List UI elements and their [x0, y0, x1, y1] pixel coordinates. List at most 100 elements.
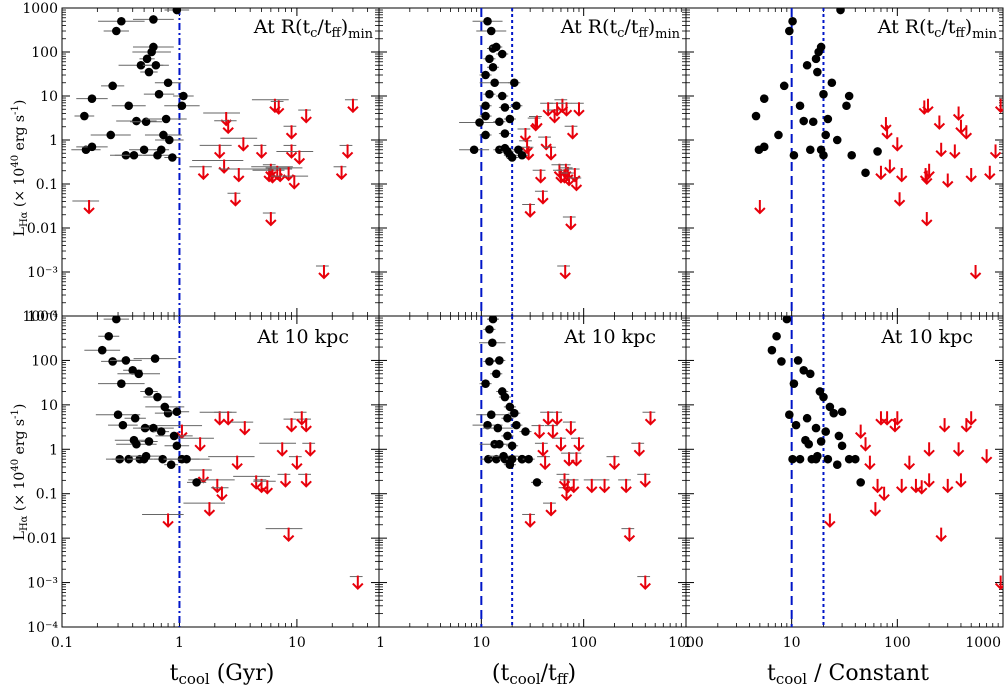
arrow-head: [903, 462, 916, 471]
arrow-head: [213, 151, 226, 159]
panel-annotation: At 10 kpc: [256, 326, 349, 348]
arrow-head: [573, 444, 585, 452]
upper-limit-arrow: [994, 575, 1003, 590]
arrow-head: [955, 127, 967, 135]
upper-limit-arrow: [864, 455, 876, 471]
detection-point: [108, 81, 117, 91]
detection-point: [789, 379, 799, 388]
arrow-head: [222, 418, 234, 426]
arrow-head: [875, 173, 887, 181]
detection-point: [837, 441, 847, 451]
detection-point: [481, 101, 490, 111]
detection-point: [844, 91, 854, 101]
detection-point: [811, 54, 821, 64]
detection-point: [485, 325, 494, 334]
arrow-head: [548, 116, 561, 124]
arrow-head: [923, 171, 935, 179]
upper-limit-arrow: [608, 455, 621, 471]
detection-point: [816, 437, 826, 446]
detection-point: [141, 451, 151, 461]
detection-point: [510, 78, 519, 88]
arrow-head: [864, 462, 876, 471]
upper-limit-arrow: [984, 165, 996, 181]
upper-limit-arrow: [880, 117, 892, 132]
upper-limit-arrow: [197, 165, 210, 181]
upper-limit-arrow: [261, 480, 274, 495]
arrow-head: [893, 199, 906, 207]
upper-limit-arrow: [341, 144, 354, 159]
detection-point: [172, 407, 182, 417]
upper-limit-arrow: [955, 119, 967, 135]
upper-limit-arrow: [524, 203, 536, 218]
arrow-head: [545, 153, 557, 161]
detection-point: [150, 354, 160, 363]
detection-point: [169, 431, 179, 441]
upper-limit-arrow: [545, 146, 557, 161]
detection-point: [495, 356, 504, 365]
x-tick-label: 1000: [965, 635, 1001, 651]
detection-point: [108, 357, 117, 366]
arrow-head: [565, 428, 577, 436]
arrow-head: [960, 425, 973, 433]
detection-point: [507, 441, 517, 451]
x-tick-label: 1: [376, 635, 385, 651]
arrow-head: [547, 431, 559, 440]
arrow-head: [265, 171, 277, 179]
y-tick-label: 10⁻³: [27, 265, 58, 281]
detection-point: [813, 451, 822, 461]
arrow-head: [237, 144, 250, 152]
detection-point: [121, 356, 131, 365]
arrow-head: [933, 122, 946, 130]
arrow-head: [965, 418, 977, 426]
arrow-head: [341, 151, 354, 159]
upper-limit-arrow: [859, 437, 872, 452]
arrow-head: [881, 132, 893, 140]
arrow-head: [231, 462, 243, 471]
detection-point: [823, 454, 833, 464]
arrow-head: [293, 157, 306, 165]
detection-point: [129, 150, 139, 160]
upper-limit-arrow: [559, 265, 571, 280]
upper-limit-arrow: [265, 212, 277, 227]
detection-point: [791, 420, 801, 430]
arrow-head: [524, 210, 536, 218]
arrow-head: [266, 176, 279, 184]
upper-limit-arrow: [296, 411, 308, 426]
y-tick-label: 100: [31, 353, 58, 369]
upper-limit-arrow: [891, 411, 904, 426]
detection-point: [759, 94, 769, 103]
detection-point: [777, 357, 786, 366]
arrow-head: [83, 207, 95, 215]
y-tick-label: 10: [40, 89, 58, 105]
arrow-head: [194, 444, 206, 452]
arrow-head: [935, 150, 947, 158]
panel-bottom-middle: 1 10 100 1000 At 10 kpc: [376, 315, 704, 651]
upper-limit-arrow: [162, 513, 174, 528]
upper-limit-arrow: [921, 170, 933, 185]
arrow-head: [551, 418, 563, 426]
upper-limit-arrow: [935, 142, 947, 158]
arrow-head: [531, 122, 543, 130]
detection-point: [493, 423, 503, 433]
upper-limit-arrow: [531, 115, 543, 130]
y-tick-label: 10: [40, 398, 58, 414]
upper-limit-arrow: [884, 159, 896, 174]
arrow-head: [880, 124, 892, 132]
arrow-head: [176, 431, 188, 440]
detection-point: [488, 338, 497, 348]
detection-point: [827, 78, 837, 88]
upper-limit-arrow: [903, 455, 916, 471]
detection-point: [488, 316, 498, 324]
arrow-head: [274, 175, 286, 183]
upper-limit-arrow: [239, 421, 251, 436]
detection-point: [149, 42, 158, 52]
upper-limit-arrow: [352, 575, 364, 590]
detection-point: [481, 111, 490, 121]
detection-point: [112, 26, 121, 36]
detection-point: [799, 116, 809, 126]
arrow-head: [288, 182, 300, 190]
detection-point: [168, 153, 177, 162]
y-tick-label: 10⁻⁴: [27, 309, 58, 325]
arrow-head: [969, 272, 982, 280]
arrow-head: [285, 132, 298, 140]
